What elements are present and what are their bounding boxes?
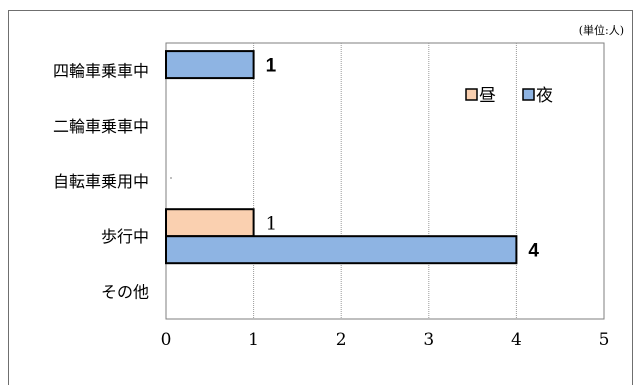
x-tick-label: 0 [161,330,172,350]
plot-area [165,42,605,320]
x-tick-label: 1 [248,330,259,350]
chart-frame [8,10,633,385]
data-label: 1 [266,214,277,235]
x-tick-label: 4 [511,330,522,350]
category-label: その他 [101,282,149,301]
bar-day [165,208,255,238]
category-label: 自転車乗用中 [53,172,149,191]
legend-swatch-night [522,88,535,101]
x-tick-label: 3 [423,330,434,350]
data-label: 4 [528,241,539,262]
x-tick-label: 5 [599,330,610,350]
bar-night [165,235,518,265]
unit-note: (単位:人) [579,23,624,37]
category-label: 四輪車乗車中 [53,62,149,81]
category-label: 二輪車乗車中 [53,117,149,136]
legend-swatch-day [465,88,478,101]
bar-night [165,50,255,80]
x-tick-label: 2 [336,330,347,350]
category-label: 歩行中 [101,227,149,246]
data-label: 1 [266,56,277,77]
legend-label-day: 昼 [479,86,496,106]
legend-label-night: 夜 [536,86,553,106]
